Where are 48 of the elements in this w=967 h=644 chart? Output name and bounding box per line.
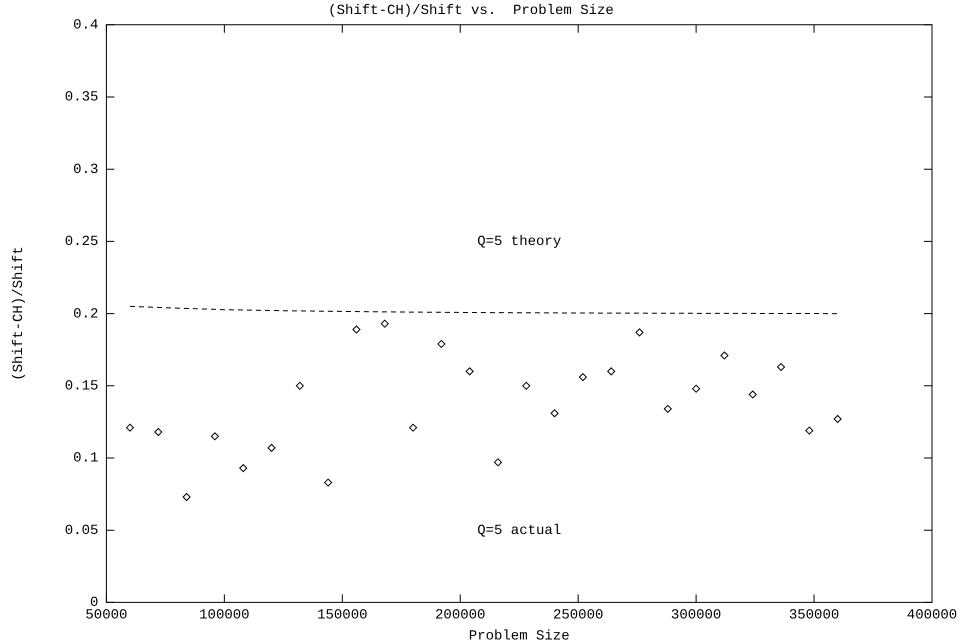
- x-tick-label: 400000: [906, 608, 958, 624]
- point: [692, 384, 700, 393]
- y-tick-label: 0.4: [73, 18, 98, 34]
- x-tick-label: 200000: [435, 608, 486, 624]
- point: [210, 432, 219, 440]
- point: [380, 320, 389, 328]
- point: [466, 367, 474, 376]
- y-tick-label: 0.1: [73, 450, 98, 467]
- point: [720, 351, 728, 360]
- point: [777, 363, 786, 372]
- point: [296, 382, 304, 390]
- point: [126, 424, 134, 432]
- point: [352, 325, 360, 334]
- y-tick-label: 0.3: [73, 162, 98, 178]
- point: [805, 426, 814, 435]
- annotation: Q=5 theory: [477, 234, 562, 250]
- y-tick-label: 0.25: [64, 234, 98, 250]
- point: [154, 428, 162, 436]
- point: [437, 340, 446, 348]
- y-tick-label: 0.35: [64, 90, 98, 106]
- point: [182, 492, 191, 501]
- annotation: Q=5 actual: [477, 522, 562, 539]
- point: [748, 390, 757, 398]
- x-tick-label: 150000: [317, 608, 368, 624]
- point: [239, 464, 248, 472]
- x-tick-label: 50000: [85, 608, 128, 624]
- point: [522, 382, 530, 390]
- x-tick-label: 350000: [788, 608, 840, 624]
- point: [550, 409, 559, 418]
- point: [834, 415, 842, 424]
- x-axis-title: Problem Size: [468, 628, 570, 644]
- point: [268, 444, 276, 452]
- point: [607, 367, 616, 376]
- point: [409, 424, 418, 432]
- y-tick-label: 0.05: [64, 522, 98, 539]
- y-tick-label: 0.15: [64, 378, 98, 395]
- point: [494, 458, 502, 466]
- x-tick-label: 300000: [670, 608, 722, 624]
- point: [636, 328, 644, 336]
- point: [664, 404, 672, 413]
- x-tick-label: 100000: [199, 608, 250, 624]
- y-tick-label: 0.2: [73, 306, 98, 322]
- line-series: [129, 306, 838, 314]
- chart-title: (Shift-CH)/Shift vs. Problem Size: [328, 3, 614, 20]
- point: [578, 373, 587, 382]
- y-axis-title: (Shift-CH)/Shift: [11, 246, 28, 381]
- x-tick-label: 250000: [552, 608, 604, 624]
- point: [324, 478, 332, 487]
